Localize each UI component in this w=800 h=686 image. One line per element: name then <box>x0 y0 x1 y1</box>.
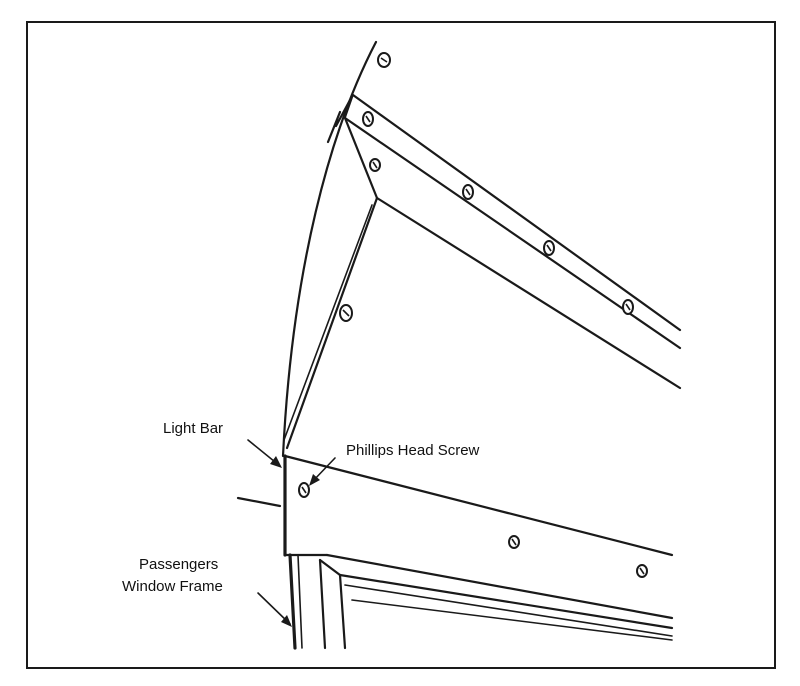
top-bracket <box>326 98 352 144</box>
phillips-head-screw-label: Phillips Head Screw <box>346 442 480 459</box>
figure-border <box>26 21 776 669</box>
screw-upper-fold <box>369 158 381 172</box>
window-frame-label: Window Frame <box>122 578 223 595</box>
screw-light-bar-1 <box>508 535 520 549</box>
screw-rail-2 <box>462 184 474 200</box>
screw-rail-3 <box>543 240 555 256</box>
phillips-screw-leader <box>309 457 336 486</box>
light-bar-label: Light Bar <box>163 420 223 437</box>
side-stub <box>236 496 282 508</box>
screw-light-bar-2 <box>636 564 648 578</box>
light-bar-leader <box>247 439 282 468</box>
passengers-window-frame <box>288 553 674 650</box>
screw-side-panel <box>339 304 353 322</box>
window-frame-leader <box>257 592 292 627</box>
screw-phillips-head <box>298 482 310 498</box>
screw-top-loose <box>377 52 391 68</box>
passengers-label: Passengers <box>139 556 218 573</box>
screw-rail-1 <box>362 111 374 127</box>
light-bar-panel <box>283 454 674 620</box>
screw-rail-4 <box>622 299 634 315</box>
roof-curve <box>281 40 378 458</box>
upper-panel <box>283 116 682 450</box>
